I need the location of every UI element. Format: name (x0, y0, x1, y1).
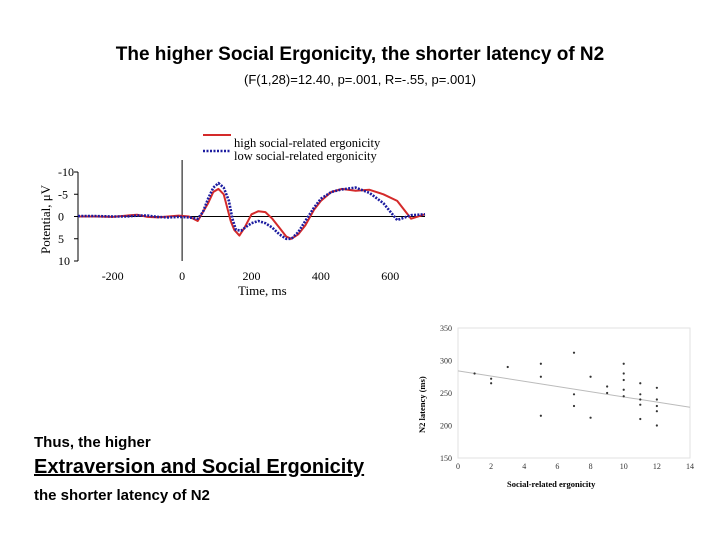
erp-x-tick-label: 600 (381, 269, 399, 283)
erp-y-tick-label: -5 (58, 187, 68, 201)
scatter-point (655, 398, 658, 401)
erp-series (78, 181, 426, 241)
scatter-point (639, 398, 642, 401)
scatter-y-tick-label: 150 (440, 454, 452, 463)
scatter-point (655, 386, 658, 389)
erp-y-tick-label: 10 (58, 254, 70, 268)
scatter-point (473, 372, 476, 375)
scatter-point (539, 414, 542, 417)
legend-high-label: high social-related ergonicity (234, 136, 381, 150)
scatter-point (622, 362, 625, 365)
scatter-y-tick-label: 300 (440, 357, 452, 366)
statistics-subtitle: (F(1,28)=12.40, p=.001, R=-.55, p=.001) (244, 72, 476, 87)
erp-ylabel: Potential, μV (38, 184, 53, 254)
erp-x-tick-label: 200 (243, 269, 261, 283)
scatter-point (655, 424, 658, 427)
erp-y-tick-label: 0 (58, 210, 64, 224)
scatter-x-tick-label: 8 (589, 462, 593, 471)
scatter-axes (457, 327, 691, 459)
scatter-ylabel: N2 latency (ms) (417, 376, 427, 433)
erp-y-tick-label: -10 (58, 165, 74, 179)
erp-x-tick-label: -200 (102, 269, 124, 283)
scatter-points (473, 351, 658, 427)
erp-tick-labels: -10 -5 0 5 10 -200 0 200 400 600 (58, 165, 399, 283)
scatter-x-tick-label: 4 (522, 462, 526, 471)
scatter-x-tick-label: 0 (456, 462, 460, 471)
scatter-x-tick-label: 12 (653, 462, 661, 471)
scatter-point (639, 403, 642, 406)
scatter-point (572, 393, 576, 396)
scatter-point (539, 375, 542, 378)
scatter-x-tick-label: 14 (686, 462, 694, 471)
scatter-point (622, 378, 625, 382)
scatter-point (506, 365, 509, 369)
scatter-point (655, 404, 658, 408)
scatter-x-tick-label: 2 (489, 462, 493, 471)
scatter-point (539, 362, 542, 365)
scatter-y-tick-label: 200 (440, 422, 452, 431)
erp-x-tick-label: 400 (312, 269, 330, 283)
legend-low-label: low social-related ergonicity (234, 149, 378, 163)
scatter-point (639, 417, 642, 421)
scatter-point (490, 382, 493, 385)
scatter-point (622, 395, 625, 398)
scatter-y-tick-label: 350 (440, 324, 452, 333)
erp-line-chart: high social-related ergonicity low socia… (38, 134, 426, 298)
erp-xlabel: Time, ms (238, 283, 287, 298)
scatter-y-tick-label: 250 (440, 389, 452, 398)
scatter-point (639, 382, 642, 385)
scatter-plot: 150 200 250 300 350 0 2 4 6 8 10 12 14 N2 latency (m… (417, 324, 694, 489)
scatter-xlabel: Social-related ergonicity (507, 479, 596, 489)
scatter-x-tick-label: 6 (555, 462, 559, 471)
scatter-point (639, 393, 642, 396)
scatter-point (622, 372, 625, 375)
erp-y-tick-label: 5 (58, 232, 64, 246)
scatter-point (490, 377, 493, 380)
scatter-point (655, 410, 658, 413)
conclusion-line-1: Thus, the higher (34, 434, 151, 451)
erp-series-low-line (78, 181, 426, 241)
erp-axes (74, 160, 425, 262)
scatter-point (606, 385, 609, 388)
scatter-regression-line (457, 370, 691, 408)
page-title: The higher Social Ergonicity, the shorte… (115, 44, 605, 65)
scatter-x-tick-label: 10 (620, 462, 628, 471)
scatter-point (606, 391, 609, 395)
scatter-point (572, 351, 576, 354)
scatter-point (572, 404, 576, 408)
conclusion-line-2: Extraversion and Social Ergonicity (34, 456, 365, 478)
scatter-point (589, 416, 592, 419)
scatter-point (622, 388, 625, 391)
erp-legend: high social-related ergonicity low socia… (203, 134, 381, 163)
scatter-point (589, 375, 592, 378)
scatter-plot-frame (457, 327, 691, 459)
erp-x-tick-label: 0 (179, 269, 185, 283)
conclusion-line-3: the shorter latency of N2 (34, 487, 210, 504)
scatter-tick-labels: 150 200 250 300 350 0 2 4 6 8 10 12 14 (440, 324, 694, 471)
